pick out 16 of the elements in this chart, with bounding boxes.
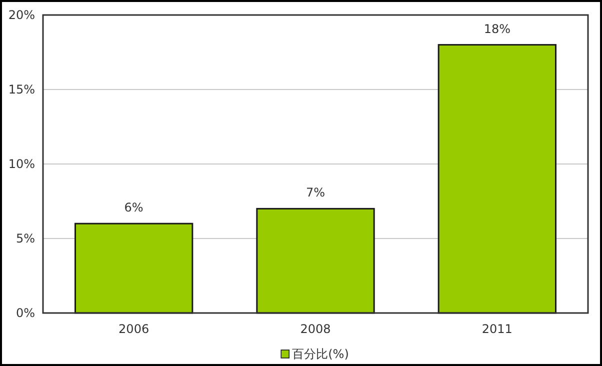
bar — [74, 222, 194, 314]
data-label: 18% — [484, 22, 511, 36]
bar — [438, 44, 557, 314]
y-tick-label: 0% — [16, 306, 35, 320]
data-label: 6% — [124, 200, 144, 215]
y-tick-label: 5% — [16, 232, 35, 246]
data-label: 7% — [306, 186, 326, 200]
x-tick-label: 2008 — [300, 322, 331, 336]
x-tick-label: 2011 — [482, 322, 512, 336]
legend: 百分比(%) — [280, 347, 349, 361]
y-tick-label: 10% — [8, 157, 35, 171]
legend-label: 百分比(%) — [292, 347, 349, 361]
bar — [256, 208, 375, 314]
y-tick-label: 15% — [8, 82, 35, 96]
y-tick-label: 20% — [8, 8, 35, 22]
x-tick-label: 2006 — [118, 322, 150, 336]
